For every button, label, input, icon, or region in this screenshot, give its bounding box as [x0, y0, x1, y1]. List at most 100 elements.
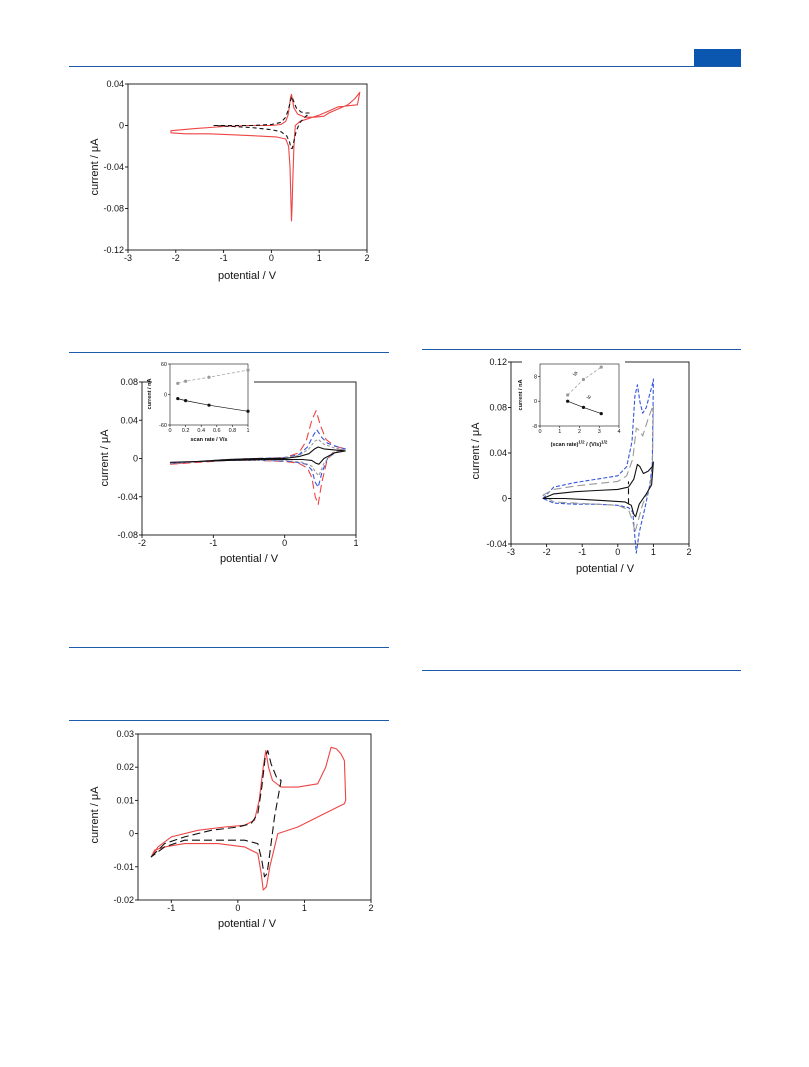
figure-2-inset-series-1-point	[207, 375, 211, 379]
figure-2-inset-x-tick-label: 0.4	[197, 428, 205, 434]
figure-1-x-tick-label: -3	[124, 253, 132, 263]
figure-2-inset-y-tick-label: -60	[159, 423, 167, 429]
figure-3-y-tick-label: -0.04	[486, 539, 507, 549]
figure-2-inset-xlabel: scan rate / V/s	[191, 437, 228, 443]
figure-3-inset-background	[522, 360, 625, 448]
figure-2-y-tick-label: 0.04	[120, 415, 138, 425]
figure-2-inset-background	[152, 360, 254, 447]
figure-1-chart: potential / V current / μA -3 -2 -1 0 1 2 -0.1…	[89, 79, 370, 282]
figure-1-series-1-line	[170, 91, 361, 222]
figure-3-series-2-line	[542, 404, 654, 534]
figure-3-inset-ylabel: current / nA	[518, 380, 524, 411]
figure-2-inset-series-1-point	[246, 368, 250, 372]
figure-2-x-tick-label: -1	[209, 538, 217, 548]
figure-1-plot-frame	[127, 83, 368, 251]
figure-3-inset-y-tick-label: 8	[534, 374, 537, 380]
figure-2-y-tick-label: 0.08	[120, 377, 138, 387]
figure-2-chart: potential / V current / μA -2 -1 0 1 -0.08 -0…	[99, 360, 359, 565]
figure-3-y-tick-label: 0.12	[489, 357, 507, 367]
figure-1-x-tick-label: 2	[364, 253, 369, 263]
figure-3-inset-series-2-point	[599, 412, 603, 416]
figure-3-inset: (scan rate)1/2 / (V/s)1/2 current / nA 0…	[518, 363, 621, 448]
figure-2-inset-series-2-point	[176, 396, 180, 401]
section-rule-left-1	[69, 352, 389, 353]
figure-4-series-2-line	[150, 750, 282, 878]
figure-2-inset-series-2-line	[177, 398, 249, 412]
figure-2-inset: scan rate / V/s current / nA 0 0.2 0.4 0.6 0…	[147, 362, 250, 443]
figure-2-inset-x-tick-label: 0.8	[229, 428, 237, 434]
figure-4-plot-frame	[137, 733, 372, 901]
figure-1-x-tick-label: -1	[220, 253, 228, 263]
figure-3-x-tick-label: -3	[507, 547, 515, 557]
figure-2-x-tick-label: 0	[282, 538, 287, 548]
figure-4-y-tick-label: 0	[129, 829, 134, 839]
figure-1-xlabel: potential / V	[218, 270, 277, 282]
figure-2-x-tick-label: 1	[353, 538, 358, 548]
figure-2-inset-x-tick-label: 0	[168, 428, 171, 434]
figure-2-inset-series-2-point	[184, 399, 188, 403]
figure-2-inset-x-tick-label: 0.2	[182, 428, 190, 434]
figure-2-inset-series-2-point	[246, 409, 250, 413]
figure-4-xlabel: potential / V	[218, 918, 277, 930]
figure-3-x-tick-label: 1	[651, 547, 656, 557]
figure-4-ylabel: current / μA	[89, 786, 101, 844]
figure-2-series-4-line	[169, 446, 346, 465]
figure-4-y-tick-label: -0.02	[113, 895, 134, 905]
figure-1-y-tick-label: -0.12	[103, 245, 124, 255]
figure-4-x-tick-label: 0	[235, 903, 240, 913]
figure-4-y-tick-label: 0.02	[116, 762, 134, 772]
figure-1-y-tick-label: -0.04	[103, 162, 124, 172]
figure-1-series-2-line	[213, 95, 311, 149]
figure-1-y-tick-label: -0.08	[103, 204, 124, 214]
figure-2-y-tick-label: -0.04	[117, 492, 138, 502]
figure-3-inset-series-2-point	[566, 399, 570, 403]
figure-3-x-tick-label: 2	[686, 547, 691, 557]
figure-3-inset-x-tick-label: 4	[617, 429, 620, 435]
figure-3-series-3-line	[542, 461, 654, 518]
figure-3-inset-xlabel-mid: / (V/s)	[585, 442, 602, 448]
figure-3-ylabel: current / μA	[470, 422, 482, 480]
figure-1-ylabel: current / μA	[89, 138, 101, 196]
figure-4-x-tick-label: -1	[167, 903, 175, 913]
figure-2-inset-ylabel: current / nA	[147, 379, 153, 410]
figure-2-inset-y-tick-label: 0	[164, 393, 167, 399]
figure-4-x-tick-label: 2	[368, 903, 373, 913]
figure-3-series-1-line	[542, 378, 654, 554]
figure-2-series-2-line	[169, 429, 346, 488]
figure-1-y-tick-label: 0	[119, 121, 124, 131]
figure-2-inset-x-tick-label: 1	[246, 428, 249, 434]
figure-2-ylabel: current / μA	[99, 429, 111, 487]
figure-3-inset-series-2-point	[581, 405, 586, 409]
figure-1-x-tick-label: -2	[172, 253, 180, 263]
figure-2-inset-series-1-point	[176, 381, 180, 385]
figure-3-inset-x-tick-label: 0	[538, 429, 541, 435]
header-rule	[69, 66, 741, 67]
figure-3-y-tick-label: 0	[502, 494, 507, 504]
figure-3-x-tick-label: 0	[615, 547, 620, 557]
figure-3-inset-series-1-point	[566, 393, 570, 397]
figure-3-inset-y-tick-label: 0	[534, 399, 537, 405]
figure-1-x-tick-label: 0	[269, 253, 274, 263]
figure-3-inset-xlabel-main: (scan rate)	[551, 442, 579, 448]
figure-2-inset-series-2-point	[207, 403, 211, 407]
figure-2-inset-y-tick-label: 60	[161, 362, 167, 368]
figure-2-y-tick-label: 0	[133, 454, 138, 464]
figure-3-inset-x-tick-label: 3	[598, 429, 601, 435]
figure-2-xlabel: potential / V	[220, 553, 279, 565]
figure-4-y-tick-label: 0.01	[116, 795, 134, 805]
figure-3-inset-xlabel-sup2: 1/2	[601, 440, 608, 445]
figure-2-inset-x-tick-label: 0.6	[213, 428, 221, 434]
figure-3-x-tick-label: -2	[543, 547, 551, 557]
figure-3-inset-x-tick-label: 1	[558, 429, 561, 435]
figure-4-y-tick-label: 0.03	[116, 729, 134, 739]
figure-4-y-tick-label: -0.01	[113, 862, 134, 872]
figure-2-inset-series-1-point	[184, 379, 188, 383]
figure-3-y-tick-label: 0.08	[489, 403, 507, 413]
figure-3-chart: potential / V current / μA -3 -2 -1 0 1 2 -0.0…	[470, 357, 692, 575]
figure-3-inset-annotation: Ic	[586, 394, 593, 401]
figure-2-inset-series-1-line	[177, 369, 249, 384]
figure-2-x-tick-label: -2	[138, 538, 146, 548]
figure-3-x-tick-label: -1	[578, 547, 586, 557]
figure-4-x-tick-label: 1	[302, 903, 307, 913]
figure-2-y-tick-label: -0.08	[117, 530, 138, 540]
